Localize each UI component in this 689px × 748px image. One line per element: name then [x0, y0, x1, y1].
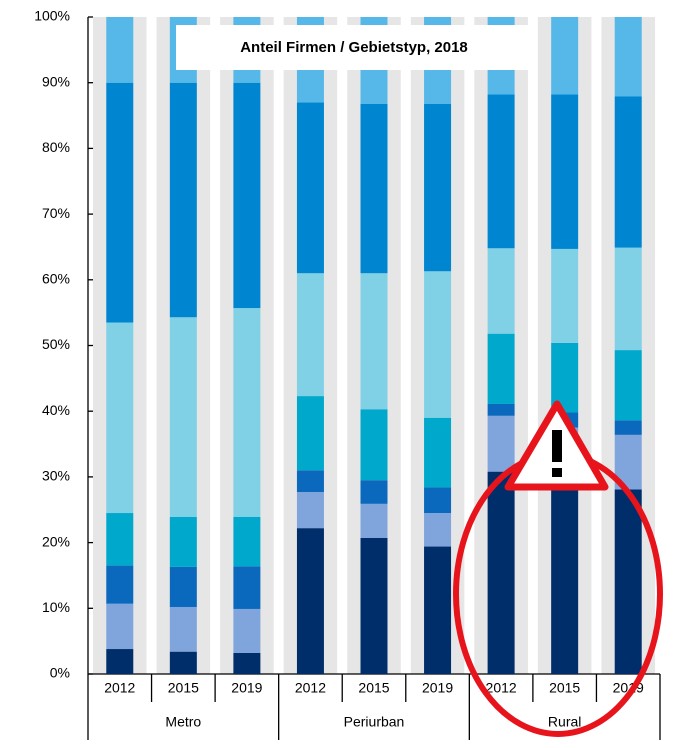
x-tick-label: 2012	[486, 680, 517, 696]
bar-segment	[106, 649, 134, 674]
bar-segment	[169, 651, 197, 674]
bar-segment	[360, 273, 388, 410]
bar-segment	[360, 103, 388, 274]
bar-segment	[106, 603, 134, 650]
bar-segment	[296, 492, 324, 529]
bar-segment	[614, 350, 642, 421]
bar-segment	[614, 96, 642, 248]
x-tick-label: 2019	[231, 680, 262, 696]
x-tick-label: 2015	[168, 680, 199, 696]
title-box	[176, 25, 532, 70]
y-tick-label: 60%	[42, 271, 70, 287]
bar-segment	[424, 271, 452, 418]
bar-segment	[360, 538, 388, 674]
bar-segment	[487, 333, 515, 404]
warning-bar	[552, 430, 562, 462]
bar-segment	[487, 94, 515, 249]
annotations	[453, 400, 663, 737]
x-tick-label: 2012	[104, 680, 135, 696]
bar-segment	[551, 480, 579, 674]
bar-segment	[614, 17, 642, 97]
bar-segment	[487, 471, 515, 674]
bar-segment	[106, 565, 134, 604]
bar-segment	[360, 480, 388, 504]
bar-segment	[614, 247, 642, 351]
y-tick-label: 70%	[42, 205, 70, 221]
y-tick-label: 20%	[42, 533, 70, 549]
bar-segment	[233, 516, 261, 567]
chart-title: Anteil Firmen / Gebietstyp, 2018	[240, 39, 468, 56]
bar-segment	[360, 409, 388, 481]
bar-segment	[233, 652, 261, 674]
bar-segment	[296, 528, 324, 674]
bar-segment	[551, 17, 579, 95]
y-tick-label: 30%	[42, 468, 70, 484]
y-tick-label: 100%	[34, 8, 70, 24]
bar-segment	[360, 503, 388, 539]
group-label: Metro	[165, 714, 201, 730]
bar-segment	[233, 566, 261, 609]
bar-segment	[233, 82, 261, 309]
bar-segment	[106, 17, 134, 83]
bar-segment	[424, 103, 452, 272]
bar-segment	[169, 317, 197, 517]
bar-segment	[424, 513, 452, 547]
group-label: Rural	[548, 714, 581, 730]
bar-segment	[296, 396, 324, 471]
bar-segment	[614, 420, 642, 435]
y-tick-label: 50%	[42, 336, 70, 352]
bar-segment	[487, 403, 515, 416]
x-tick-label: 2019	[422, 680, 453, 696]
bar-segment	[487, 415, 515, 472]
bar-segment	[424, 546, 452, 674]
bar-segment	[106, 82, 134, 323]
warning-dot	[552, 468, 562, 477]
bar-segment	[233, 308, 261, 517]
y-tick-label: 90%	[42, 73, 70, 89]
bar-segment	[551, 94, 579, 249]
bar-segment	[169, 516, 197, 567]
y-tick-label: 0%	[50, 665, 70, 681]
x-tick-label: 2012	[295, 680, 326, 696]
bar-segment	[424, 417, 452, 488]
x-tick-label: 2015	[358, 680, 389, 696]
bar-segment	[296, 273, 324, 397]
y-tick-label: 80%	[42, 139, 70, 155]
bar-segment	[551, 248, 579, 343]
bar-segment	[424, 487, 452, 514]
bar-segment	[296, 470, 324, 493]
y-tick-label: 40%	[42, 402, 70, 418]
y-tick-label: 10%	[42, 599, 70, 615]
bar-segment	[233, 608, 261, 653]
bar-segment	[487, 248, 515, 334]
bar-segment	[169, 566, 197, 607]
bar-segment	[106, 513, 134, 566]
plot-area: 0% 10% 20% 30% 40% 50% 60% 70% 80% 90% 100% 2012 201…	[34, 8, 661, 740]
bar-segment	[169, 82, 197, 318]
bar-segment	[614, 489, 642, 674]
bar-segment	[296, 102, 324, 274]
group-label: Periurban	[344, 714, 405, 730]
x-tick-label: 2015	[549, 680, 580, 696]
bar-segment	[169, 606, 197, 652]
bar-segment	[106, 322, 134, 514]
